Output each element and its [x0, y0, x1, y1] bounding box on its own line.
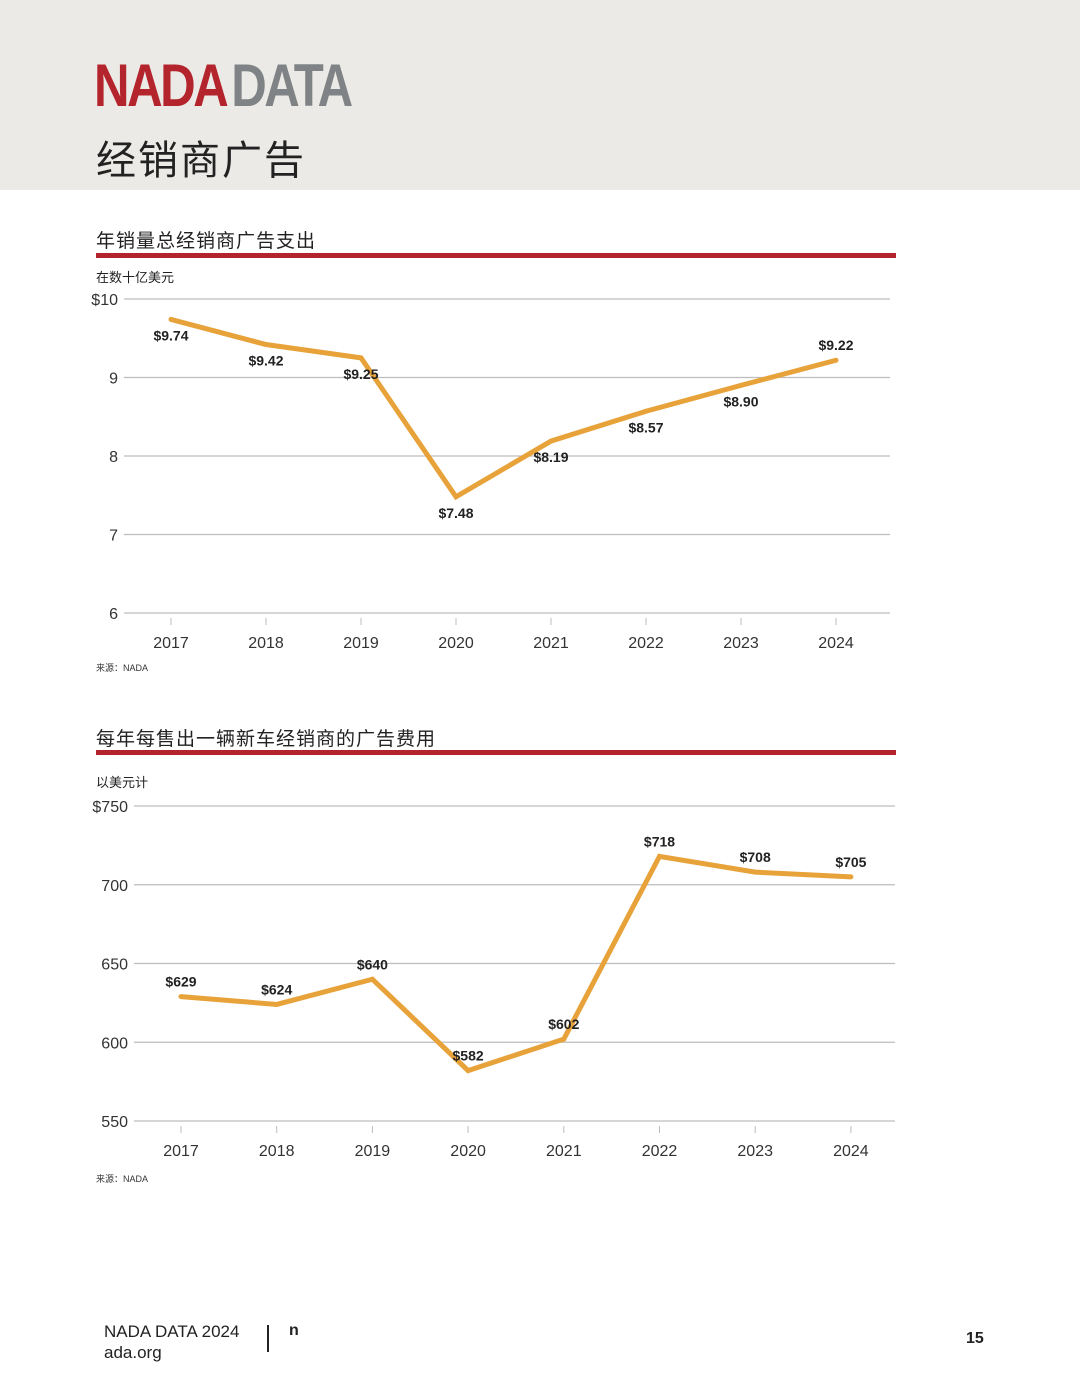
- chart1-x-tick-label: 2017: [153, 635, 189, 652]
- chart2-data-point: [465, 1068, 471, 1074]
- chart2-title-rule: [96, 750, 896, 755]
- chart1-data-point: [643, 408, 649, 414]
- chart2-data-label: $582: [453, 1048, 484, 1064]
- chart2-x-tick-label: 2022: [642, 1143, 678, 1160]
- chart1-unit-label: 在数十亿美元: [96, 271, 175, 286]
- chart1-plot: $10 9 8 7 6 2017 2018 2019 2020 2021 2022 2023 2024 $…: [91, 292, 890, 652]
- chart1-title-rule: [96, 253, 896, 258]
- chart2-unit-label: 以美元计: [96, 776, 149, 791]
- chart1-x-tick-label: 2018: [248, 635, 284, 652]
- chart2-data-label: $602: [548, 1016, 579, 1032]
- chart1-y-tick-label: 9: [109, 371, 118, 388]
- chart2-series-line: [180, 853, 852, 1074]
- chart1-x-tick-label: 2020: [438, 635, 474, 652]
- chart1-data-label: $7.48: [438, 505, 473, 521]
- chart1-title: 年销量总经销商广告支出: [96, 230, 317, 252]
- chart2-data-label: $705: [835, 854, 866, 870]
- chart2-x-tick-label: 2024: [833, 1143, 869, 1160]
- footer-publication: NADA DATA 2024: [104, 1322, 240, 1341]
- chart2-x-tick-label: 2017: [163, 1143, 199, 1160]
- chart1-data-point: [263, 342, 269, 348]
- chart1-data-label: $9.25: [343, 366, 378, 382]
- chart2-y-tick-label: 700: [101, 878, 128, 895]
- chart2-data-point: [848, 874, 854, 880]
- chart2-y-tick-label: 550: [101, 1114, 128, 1131]
- chart2-data-point: [657, 853, 662, 859]
- chart1-data-point: [548, 438, 554, 444]
- chart1-data-label: $8.19: [533, 449, 568, 465]
- chart1-data-point: [168, 316, 174, 322]
- chart1-data-point: [453, 494, 459, 500]
- chart1-x-tick-label: 2024: [818, 635, 854, 652]
- chart2-data-label: $718: [644, 833, 675, 849]
- chart1-x-tick-label: 2022: [628, 635, 664, 652]
- brand-logo-nada: NADA: [94, 52, 229, 119]
- chart2-x-tick-label: 2023: [737, 1143, 773, 1160]
- chart1-y-tick-label: $10: [91, 292, 118, 309]
- section-title: 经销商广告: [96, 138, 306, 184]
- chart1-y-tick-label: 7: [109, 528, 118, 545]
- chart2-x-tick-label: 2021: [546, 1143, 582, 1160]
- chart1-y-tick-label: 6: [109, 606, 118, 623]
- brand-logo: NADADATA: [94, 56, 353, 116]
- footer-divider: [267, 1325, 269, 1352]
- chart2-x-tick-label: 2018: [259, 1143, 295, 1160]
- chart2-y-tick-label: 600: [101, 1035, 128, 1052]
- chart2-data-label: $708: [740, 849, 771, 865]
- chart2-x-tick-label: 2020: [450, 1143, 486, 1160]
- chart1-data-point: [833, 357, 839, 363]
- chart1-data-label: $9.42: [248, 353, 283, 369]
- chart2-data-label: $629: [165, 974, 196, 990]
- brand-logo-data: DATA: [231, 52, 353, 119]
- chart1-x-tick-label: 2019: [343, 635, 379, 652]
- chart1-source: 来源：NADA: [96, 663, 149, 673]
- chart1-series-line: [170, 316, 837, 501]
- chart2-data-point: [752, 869, 758, 875]
- chart2-plot: $750 700 650 600 550 2017 2018 2019 2020 2021 2022…: [92, 799, 895, 1160]
- chart1-data-point: [738, 382, 744, 388]
- chart2-data-point: [178, 994, 184, 1000]
- chart1-data-point: [358, 355, 364, 361]
- chart2-title: 每年每售出一辆新车经销商的广告费用: [96, 728, 437, 750]
- chart2-data-label: $640: [357, 956, 388, 972]
- chart2-data-label: $624: [261, 981, 292, 997]
- chart1-x-tick-label: 2023: [723, 635, 759, 652]
- chart1-data-label: $8.57: [628, 419, 663, 435]
- chart1-x-tick-label: 2021: [533, 635, 569, 652]
- page-number: 15: [966, 1330, 984, 1347]
- chart2-x-tick-label: 2019: [355, 1143, 391, 1160]
- footer-website-link[interactable]: ada.org: [104, 1343, 162, 1362]
- header-band: [0, 0, 1080, 190]
- chart1-data-label: $9.74: [153, 327, 188, 343]
- chart1-data-label: $9.22: [818, 337, 853, 353]
- chart2-source: 来源：NADA: [96, 1174, 149, 1184]
- chart1-y-tick-label: 8: [109, 449, 118, 466]
- chart1-data-label: $8.90: [723, 393, 758, 409]
- footer-letter: n: [289, 1322, 299, 1339]
- chart2-y-tick-label: $750: [92, 799, 128, 816]
- chart2-data-point: [561, 1036, 567, 1042]
- chart2-y-tick-label: 650: [101, 957, 128, 974]
- chart2-data-point: [369, 976, 375, 982]
- chart2-data-point: [274, 1001, 280, 1007]
